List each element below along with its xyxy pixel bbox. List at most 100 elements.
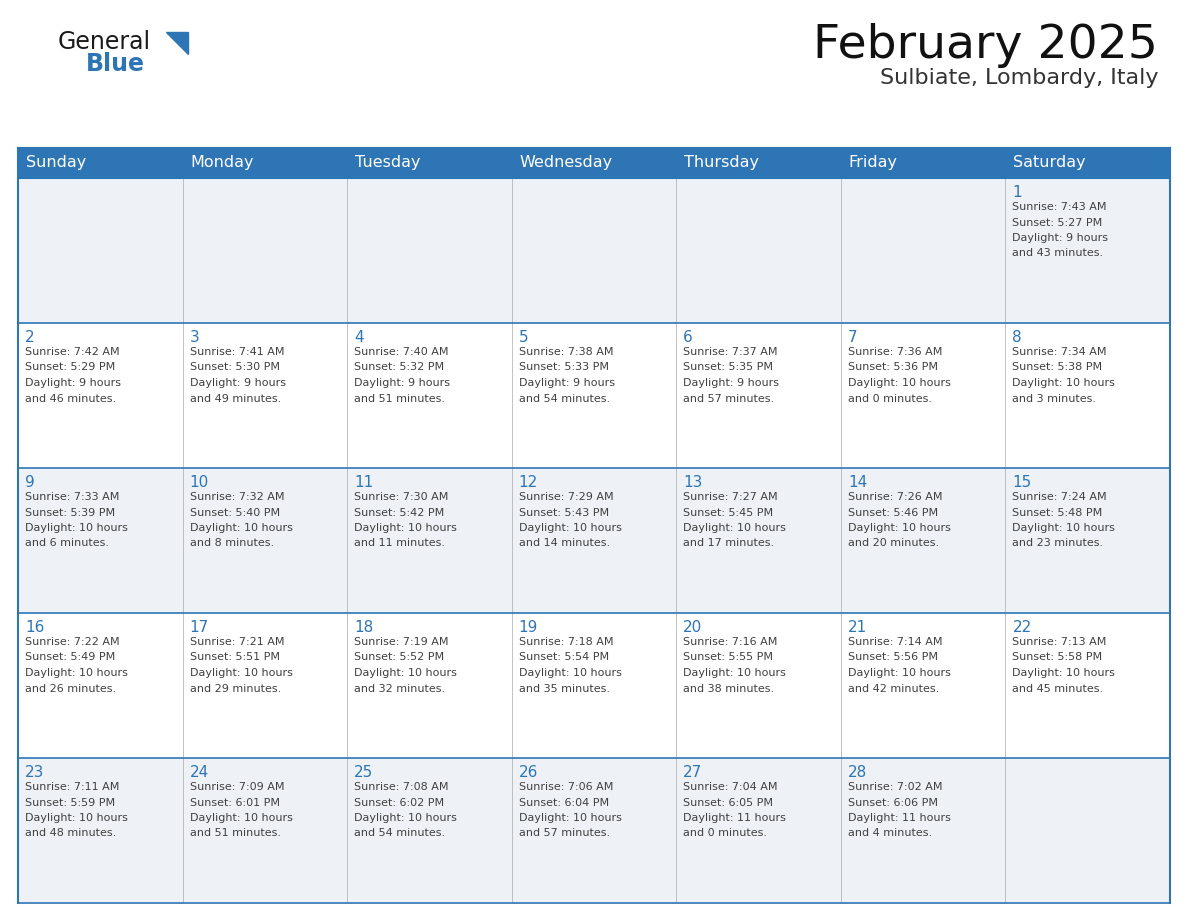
Text: Sunset: 5:42 PM: Sunset: 5:42 PM (354, 508, 444, 518)
Text: Sunrise: 7:33 AM: Sunrise: 7:33 AM (25, 492, 119, 502)
Text: 11: 11 (354, 475, 373, 490)
Text: Sunrise: 7:41 AM: Sunrise: 7:41 AM (190, 347, 284, 357)
Text: Daylight: 9 hours: Daylight: 9 hours (354, 378, 450, 388)
Text: and 17 minutes.: and 17 minutes. (683, 539, 775, 548)
Text: and 54 minutes.: and 54 minutes. (354, 829, 446, 838)
Text: Sunrise: 7:19 AM: Sunrise: 7:19 AM (354, 637, 449, 647)
Text: Wednesday: Wednesday (519, 155, 613, 171)
Text: Daylight: 10 hours: Daylight: 10 hours (190, 523, 292, 533)
Text: 21: 21 (848, 620, 867, 635)
Text: Daylight: 9 hours: Daylight: 9 hours (519, 378, 614, 388)
Text: Sunset: 5:45 PM: Sunset: 5:45 PM (683, 508, 773, 518)
Text: Sunset: 6:01 PM: Sunset: 6:01 PM (190, 798, 279, 808)
Text: Daylight: 10 hours: Daylight: 10 hours (1012, 668, 1116, 678)
Text: Daylight: 9 hours: Daylight: 9 hours (683, 378, 779, 388)
Text: Sunrise: 7:26 AM: Sunrise: 7:26 AM (848, 492, 942, 502)
Text: and 14 minutes.: and 14 minutes. (519, 539, 609, 548)
Text: 25: 25 (354, 765, 373, 780)
Text: Daylight: 10 hours: Daylight: 10 hours (354, 523, 457, 533)
Text: Sunset: 6:02 PM: Sunset: 6:02 PM (354, 798, 444, 808)
Text: and 3 minutes.: and 3 minutes. (1012, 394, 1097, 404)
Text: Daylight: 10 hours: Daylight: 10 hours (848, 523, 950, 533)
Text: 10: 10 (190, 475, 209, 490)
Bar (18, 468, 1170, 613)
Text: 1: 1 (1012, 185, 1022, 200)
Text: and 4 minutes.: and 4 minutes. (848, 829, 931, 838)
Text: Daylight: 10 hours: Daylight: 10 hours (683, 523, 786, 533)
Text: Sunset: 6:05 PM: Sunset: 6:05 PM (683, 798, 773, 808)
Text: Sunrise: 7:32 AM: Sunrise: 7:32 AM (190, 492, 284, 502)
Text: Sunrise: 7:18 AM: Sunrise: 7:18 AM (519, 637, 613, 647)
Text: Sunrise: 7:27 AM: Sunrise: 7:27 AM (683, 492, 778, 502)
Text: Monday: Monday (190, 155, 254, 171)
Text: Sunrise: 7:38 AM: Sunrise: 7:38 AM (519, 347, 613, 357)
Text: 19: 19 (519, 620, 538, 635)
Text: Thursday: Thursday (684, 155, 759, 171)
Bar (18, 613, 1170, 758)
Text: Friday: Friday (849, 155, 898, 171)
Text: Daylight: 10 hours: Daylight: 10 hours (519, 813, 621, 823)
Text: Sulbiate, Lombardy, Italy: Sulbiate, Lombardy, Italy (879, 68, 1158, 88)
Text: Sunset: 5:49 PM: Sunset: 5:49 PM (25, 653, 115, 663)
Text: Sunrise: 7:37 AM: Sunrise: 7:37 AM (683, 347, 778, 357)
Text: 2: 2 (25, 330, 34, 345)
Text: Daylight: 9 hours: Daylight: 9 hours (1012, 233, 1108, 243)
Text: Daylight: 11 hours: Daylight: 11 hours (848, 813, 950, 823)
Text: Sunset: 5:51 PM: Sunset: 5:51 PM (190, 653, 279, 663)
Text: and 11 minutes.: and 11 minutes. (354, 539, 446, 548)
Text: Saturday: Saturday (1013, 155, 1086, 171)
Text: Daylight: 10 hours: Daylight: 10 hours (683, 668, 786, 678)
Text: Sunrise: 7:24 AM: Sunrise: 7:24 AM (1012, 492, 1107, 502)
Text: and 38 minutes.: and 38 minutes. (683, 684, 775, 693)
Text: 28: 28 (848, 765, 867, 780)
Text: and 45 minutes.: and 45 minutes. (1012, 684, 1104, 693)
Text: Sunset: 6:04 PM: Sunset: 6:04 PM (519, 798, 608, 808)
Text: February 2025: February 2025 (813, 23, 1158, 68)
Text: and 46 minutes.: and 46 minutes. (25, 394, 116, 404)
Text: Daylight: 10 hours: Daylight: 10 hours (1012, 523, 1116, 533)
Text: 13: 13 (683, 475, 702, 490)
Text: and 57 minutes.: and 57 minutes. (519, 829, 609, 838)
Text: Daylight: 10 hours: Daylight: 10 hours (25, 523, 128, 533)
Text: Daylight: 10 hours: Daylight: 10 hours (25, 668, 128, 678)
Text: Daylight: 9 hours: Daylight: 9 hours (190, 378, 285, 388)
Text: Sunrise: 7:40 AM: Sunrise: 7:40 AM (354, 347, 449, 357)
Text: Sunrise: 7:11 AM: Sunrise: 7:11 AM (25, 782, 119, 792)
Text: and 43 minutes.: and 43 minutes. (1012, 249, 1104, 259)
Text: Daylight: 11 hours: Daylight: 11 hours (683, 813, 786, 823)
Text: Sunrise: 7:22 AM: Sunrise: 7:22 AM (25, 637, 120, 647)
Text: Daylight: 10 hours: Daylight: 10 hours (1012, 378, 1116, 388)
Text: and 48 minutes.: and 48 minutes. (25, 829, 116, 838)
Text: 4: 4 (354, 330, 364, 345)
Text: Sunset: 5:55 PM: Sunset: 5:55 PM (683, 653, 773, 663)
Text: Daylight: 10 hours: Daylight: 10 hours (848, 378, 950, 388)
Text: Sunset: 5:33 PM: Sunset: 5:33 PM (519, 363, 608, 373)
Text: 3: 3 (190, 330, 200, 345)
Text: Sunset: 5:46 PM: Sunset: 5:46 PM (848, 508, 939, 518)
Text: Sunset: 5:56 PM: Sunset: 5:56 PM (848, 653, 937, 663)
Text: 27: 27 (683, 765, 702, 780)
Text: and 51 minutes.: and 51 minutes. (190, 829, 280, 838)
Text: Daylight: 10 hours: Daylight: 10 hours (25, 813, 128, 823)
Text: Sunset: 5:30 PM: Sunset: 5:30 PM (190, 363, 279, 373)
Text: 22: 22 (1012, 620, 1031, 635)
Text: Sunset: 5:27 PM: Sunset: 5:27 PM (1012, 218, 1102, 228)
Text: 20: 20 (683, 620, 702, 635)
Text: General: General (58, 30, 151, 54)
Text: Daylight: 10 hours: Daylight: 10 hours (190, 668, 292, 678)
Text: Sunset: 5:43 PM: Sunset: 5:43 PM (519, 508, 608, 518)
Text: Sunrise: 7:21 AM: Sunrise: 7:21 AM (190, 637, 284, 647)
Text: 24: 24 (190, 765, 209, 780)
Text: 18: 18 (354, 620, 373, 635)
Text: Daylight: 10 hours: Daylight: 10 hours (848, 668, 950, 678)
Text: Sunset: 5:36 PM: Sunset: 5:36 PM (848, 363, 937, 373)
Text: Sunrise: 7:04 AM: Sunrise: 7:04 AM (683, 782, 778, 792)
Text: Sunset: 5:52 PM: Sunset: 5:52 PM (354, 653, 444, 663)
Text: Sunrise: 7:30 AM: Sunrise: 7:30 AM (354, 492, 449, 502)
Text: and 35 minutes.: and 35 minutes. (519, 684, 609, 693)
Text: 9: 9 (25, 475, 34, 490)
Text: and 23 minutes.: and 23 minutes. (1012, 539, 1104, 548)
Text: Sunday: Sunday (26, 155, 87, 171)
Text: Sunset: 5:59 PM: Sunset: 5:59 PM (25, 798, 115, 808)
Text: Sunset: 5:38 PM: Sunset: 5:38 PM (1012, 363, 1102, 373)
